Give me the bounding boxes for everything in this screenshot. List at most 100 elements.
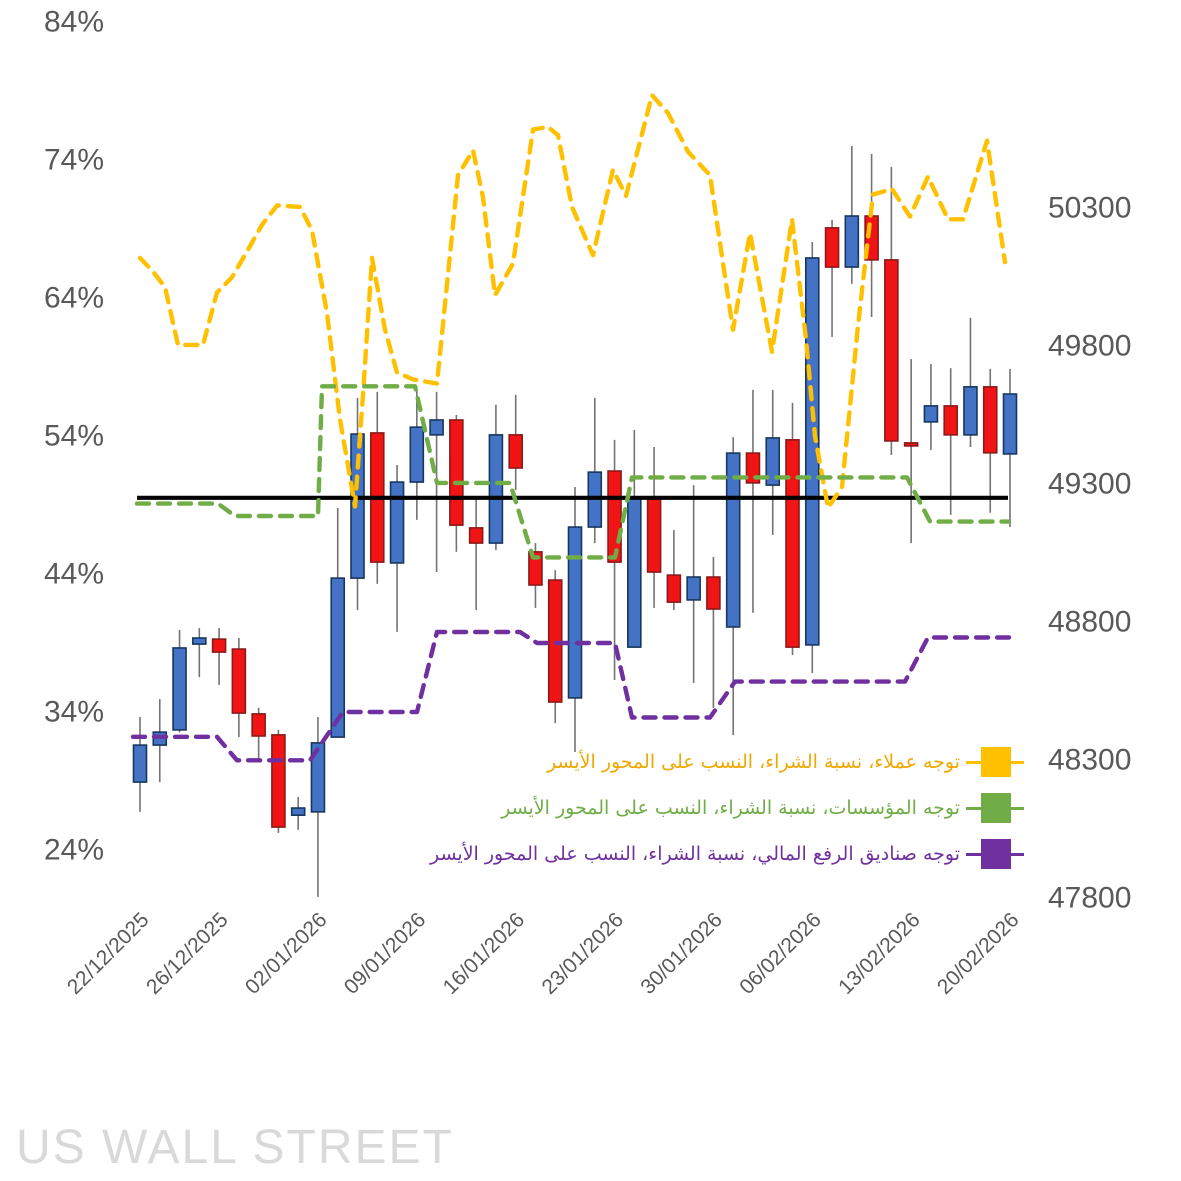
client-sentiment-line-marker-icon xyxy=(966,746,1024,778)
left-axis-label: 84% xyxy=(44,6,104,39)
candle-32 xyxy=(765,389,781,536)
candle-25 xyxy=(627,429,642,648)
candle-35 xyxy=(824,219,840,337)
candle-33 xyxy=(785,402,800,656)
candle-body-down xyxy=(231,648,247,714)
candle-13 xyxy=(389,464,405,632)
candle-body-up xyxy=(488,434,504,544)
candle-body-down xyxy=(903,442,919,447)
candle-18 xyxy=(488,404,504,550)
candle-29 xyxy=(706,556,721,708)
candle-body-down xyxy=(706,576,721,610)
candle-body-down xyxy=(528,551,543,586)
institution-sentiment-line-marker-icon xyxy=(966,792,1024,824)
candle-body-down xyxy=(508,434,523,469)
x-axis-date-label: 02/01/2026 xyxy=(241,908,332,999)
candle-body-up xyxy=(844,215,860,268)
institution-sentiment-line xyxy=(134,384,1011,560)
x-axis-date-label: 16/01/2026 xyxy=(439,908,530,999)
left-axis-label: 74% xyxy=(44,144,104,177)
candle-2 xyxy=(172,630,187,733)
right-axis-label: 48300 xyxy=(1048,744,1131,777)
candle-11 xyxy=(350,397,365,611)
candle-9 xyxy=(310,716,326,897)
candle-39 xyxy=(903,358,919,544)
candle-body-up xyxy=(686,576,701,601)
leveraged-funds-sentiment-line-marker-icon xyxy=(966,838,1024,870)
legend-label-institution-sentiment: توجه المؤسسات، نسبة الشراء، النسب على ال… xyxy=(501,797,960,819)
candle-body-down xyxy=(468,527,484,544)
left-axis-label: 54% xyxy=(44,420,104,453)
candle-43 xyxy=(982,368,998,513)
legend-label-client-sentiment: توجه عملاء، نسبة الشراء، النسب على المحو… xyxy=(546,751,960,773)
candle-44 xyxy=(1002,368,1018,528)
candle-body-up xyxy=(192,637,207,645)
candle-36 xyxy=(844,145,860,284)
candle-body-down xyxy=(271,734,286,828)
candle-3 xyxy=(192,628,207,678)
x-axis-date-label: 13/02/2026 xyxy=(834,908,925,999)
candle-body-up xyxy=(627,497,642,648)
candle-body-down xyxy=(785,439,800,648)
x-axis-date-label: 20/02/2026 xyxy=(933,908,1024,999)
candle-23 xyxy=(587,397,603,544)
candle-19 xyxy=(508,394,523,491)
right-axis-label: 50300 xyxy=(1048,192,1131,225)
candle-4 xyxy=(211,628,227,685)
candle-30 xyxy=(725,437,741,736)
candle-body-up xyxy=(172,647,187,731)
right-axis-label: 49300 xyxy=(1048,468,1131,501)
x-axis-date-label: 23/01/2026 xyxy=(538,908,629,999)
candle-body-down xyxy=(646,497,662,573)
left-axis-label: 44% xyxy=(44,558,104,591)
candle-body-up xyxy=(409,426,425,483)
candle-7 xyxy=(271,729,286,833)
x-axis-date-label: 26/12/2025 xyxy=(142,908,233,999)
right-axis-label: 47800 xyxy=(1048,882,1131,915)
candle-body-down xyxy=(982,386,998,454)
candle-body-up xyxy=(310,742,326,813)
candle-body-up xyxy=(389,481,405,564)
candle-body-down xyxy=(449,419,464,526)
candle-body-down xyxy=(607,470,622,563)
candle-body-up xyxy=(350,433,365,579)
candle-17 xyxy=(468,497,484,611)
right-axis-label: 48800 xyxy=(1048,606,1131,639)
x-axis-date-label: 06/02/2026 xyxy=(735,908,826,999)
candle-body-down xyxy=(824,227,840,268)
candle-body-up xyxy=(923,405,939,423)
candle-31 xyxy=(745,389,761,613)
candle-body-up xyxy=(290,807,306,816)
candle-28 xyxy=(686,485,701,683)
candle-12 xyxy=(369,391,385,584)
legend-item-client-sentiment: توجه عملاء، نسبة الشراء، النسب على المحو… xyxy=(547,746,1024,778)
candle-body-down xyxy=(884,259,899,442)
candle-body-up xyxy=(429,419,444,436)
x-axis-date-label: 22/12/2025 xyxy=(63,908,154,999)
candle-22 xyxy=(567,487,583,752)
candle-42 xyxy=(963,317,978,448)
right-axis-label: 49800 xyxy=(1048,330,1131,363)
leveraged-funds-sentiment-line xyxy=(130,629,1015,763)
candle-body-up xyxy=(963,386,978,436)
candle-10 xyxy=(330,508,346,738)
left-axis-label: 34% xyxy=(44,696,104,729)
candle-body-down xyxy=(666,574,682,603)
instrument-watermark: US WALL STREET xyxy=(16,1121,454,1174)
x-axis-date-label: 09/01/2026 xyxy=(340,908,431,999)
candle-body-down xyxy=(943,405,958,436)
candle-body-up xyxy=(330,577,346,738)
legend-label-leveraged-funds-sentiment: توجه صناديق الرفع المالي، نسبة الشراء، ا… xyxy=(429,843,960,865)
candle-20 xyxy=(528,543,543,608)
candle-0 xyxy=(132,716,148,812)
candle-8 xyxy=(290,796,306,830)
candle-41 xyxy=(943,368,958,515)
left-axis-label: 24% xyxy=(44,834,104,867)
candle-38 xyxy=(884,166,899,456)
candle-body-up xyxy=(765,437,781,486)
candle-1 xyxy=(152,699,168,783)
candle-21 xyxy=(547,570,563,724)
legend-item-institution-sentiment: توجه المؤسسات، نسبة الشراء، النسب على ال… xyxy=(501,792,1024,824)
